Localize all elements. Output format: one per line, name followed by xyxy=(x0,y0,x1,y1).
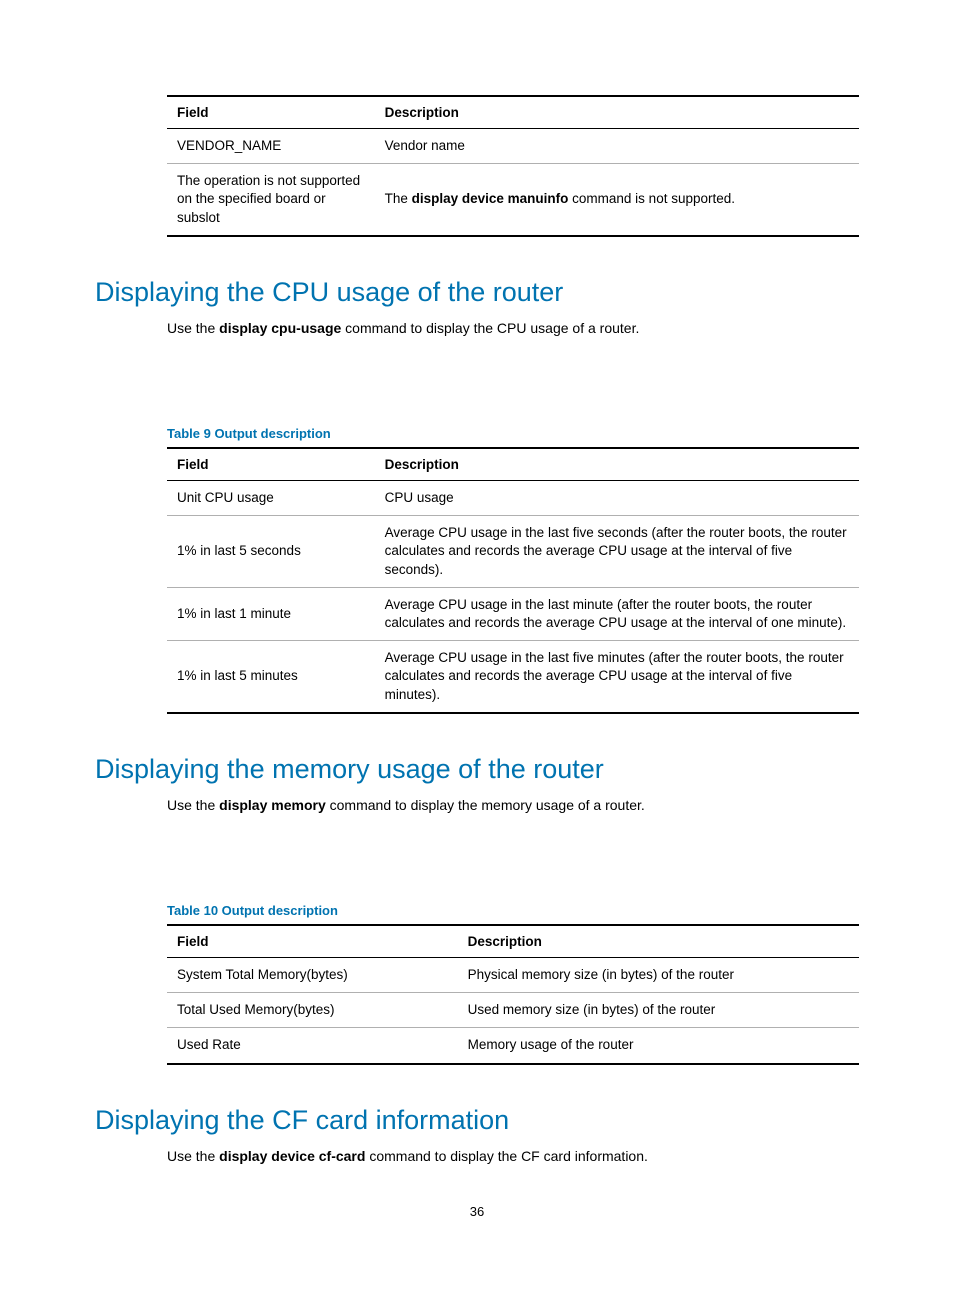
cell-field: VENDOR_NAME xyxy=(167,129,375,164)
table-row: 1% in last 5 minutes Average CPU usage i… xyxy=(167,641,859,713)
lead-bold: display memory xyxy=(219,797,326,813)
cell-desc: Memory usage of the router xyxy=(458,1028,859,1064)
top-table-wrapper: Field Description VENDOR_NAME Vendor nam… xyxy=(167,95,859,237)
cell-desc: CPU usage xyxy=(375,480,859,515)
top-table: Field Description VENDOR_NAME Vendor nam… xyxy=(167,95,859,237)
cell-desc: Physical memory size (in bytes) of the r… xyxy=(458,957,859,992)
mem-body: Use the display memory command to displa… xyxy=(167,797,859,1065)
table-row: The operation is not supported on the sp… xyxy=(167,164,859,236)
lead-pre: Use the xyxy=(167,1148,219,1164)
col-header-desc: Description xyxy=(375,448,859,481)
cell-field: 1% in last 5 minutes xyxy=(167,641,375,713)
col-header-desc: Description xyxy=(458,925,859,958)
table-row: System Total Memory(bytes) Physical memo… xyxy=(167,957,859,992)
cell-field: The operation is not supported on the sp… xyxy=(167,164,375,236)
mem-table: Field Description System Total Memory(by… xyxy=(167,924,859,1065)
cf-lead: Use the display device cf-card command t… xyxy=(167,1148,859,1164)
table-header-row: Field Description xyxy=(167,448,859,481)
lead-post: command to display the CPU usage of a ro… xyxy=(341,320,639,336)
cpu-heading: Displaying the CPU usage of the router xyxy=(95,277,859,308)
cpu-table-caption: Table 9 Output description xyxy=(167,426,859,441)
cpu-lead: Use the display cpu-usage command to dis… xyxy=(167,320,859,336)
cell-field: Total Used Memory(bytes) xyxy=(167,993,458,1028)
col-header-field: Field xyxy=(167,448,375,481)
mem-table-caption: Table 10 Output description xyxy=(167,903,859,918)
cell-desc: Average CPU usage in the last five secon… xyxy=(375,516,859,588)
cell-desc: Average CPU usage in the last five minut… xyxy=(375,641,859,713)
lead-bold: display cpu-usage xyxy=(219,320,341,336)
mem-lead: Use the display memory command to displa… xyxy=(167,797,859,813)
desc-text-pre: The xyxy=(385,191,412,206)
cf-body: Use the display device cf-card command t… xyxy=(167,1148,859,1164)
table-row: 1% in last 1 minute Average CPU usage in… xyxy=(167,587,859,640)
cell-field: System Total Memory(bytes) xyxy=(167,957,458,992)
col-header-field: Field xyxy=(167,925,458,958)
col-header-desc: Description xyxy=(375,96,859,129)
table-row: Used Rate Memory usage of the router xyxy=(167,1028,859,1064)
cf-heading: Displaying the CF card information xyxy=(95,1105,859,1136)
table-row: VENDOR_NAME Vendor name xyxy=(167,129,859,164)
desc-text-post: command is not supported. xyxy=(568,191,735,206)
cpu-table: Field Description Unit CPU usage CPU usa… xyxy=(167,447,859,714)
cell-desc: The display device manuinfo command is n… xyxy=(375,164,859,236)
cpu-body: Use the display cpu-usage command to dis… xyxy=(167,320,859,714)
cell-desc: Average CPU usage in the last minute (af… xyxy=(375,587,859,640)
cell-field: Used Rate xyxy=(167,1028,458,1064)
col-header-field: Field xyxy=(167,96,375,129)
mem-heading: Displaying the memory usage of the route… xyxy=(95,754,859,785)
desc-text-bold: display device manuinfo xyxy=(412,191,569,206)
lead-post: command to display the CF card informati… xyxy=(365,1148,647,1164)
table-header-row: Field Description xyxy=(167,925,859,958)
page-number: 36 xyxy=(95,1204,859,1219)
cell-desc: Vendor name xyxy=(375,129,859,164)
table-row: Total Used Memory(bytes) Used memory siz… xyxy=(167,993,859,1028)
cell-field: 1% in last 1 minute xyxy=(167,587,375,640)
cell-desc: Used memory size (in bytes) of the route… xyxy=(458,993,859,1028)
table-row: Unit CPU usage CPU usage xyxy=(167,480,859,515)
lead-pre: Use the xyxy=(167,797,219,813)
lead-post: command to display the memory usage of a… xyxy=(326,797,645,813)
lead-pre: Use the xyxy=(167,320,219,336)
cell-field: Unit CPU usage xyxy=(167,480,375,515)
page-content: Field Description VENDOR_NAME Vendor nam… xyxy=(0,0,954,1259)
lead-bold: display device cf-card xyxy=(219,1148,365,1164)
table-header-row: Field Description xyxy=(167,96,859,129)
cell-field: 1% in last 5 seconds xyxy=(167,516,375,588)
table-row: 1% in last 5 seconds Average CPU usage i… xyxy=(167,516,859,588)
